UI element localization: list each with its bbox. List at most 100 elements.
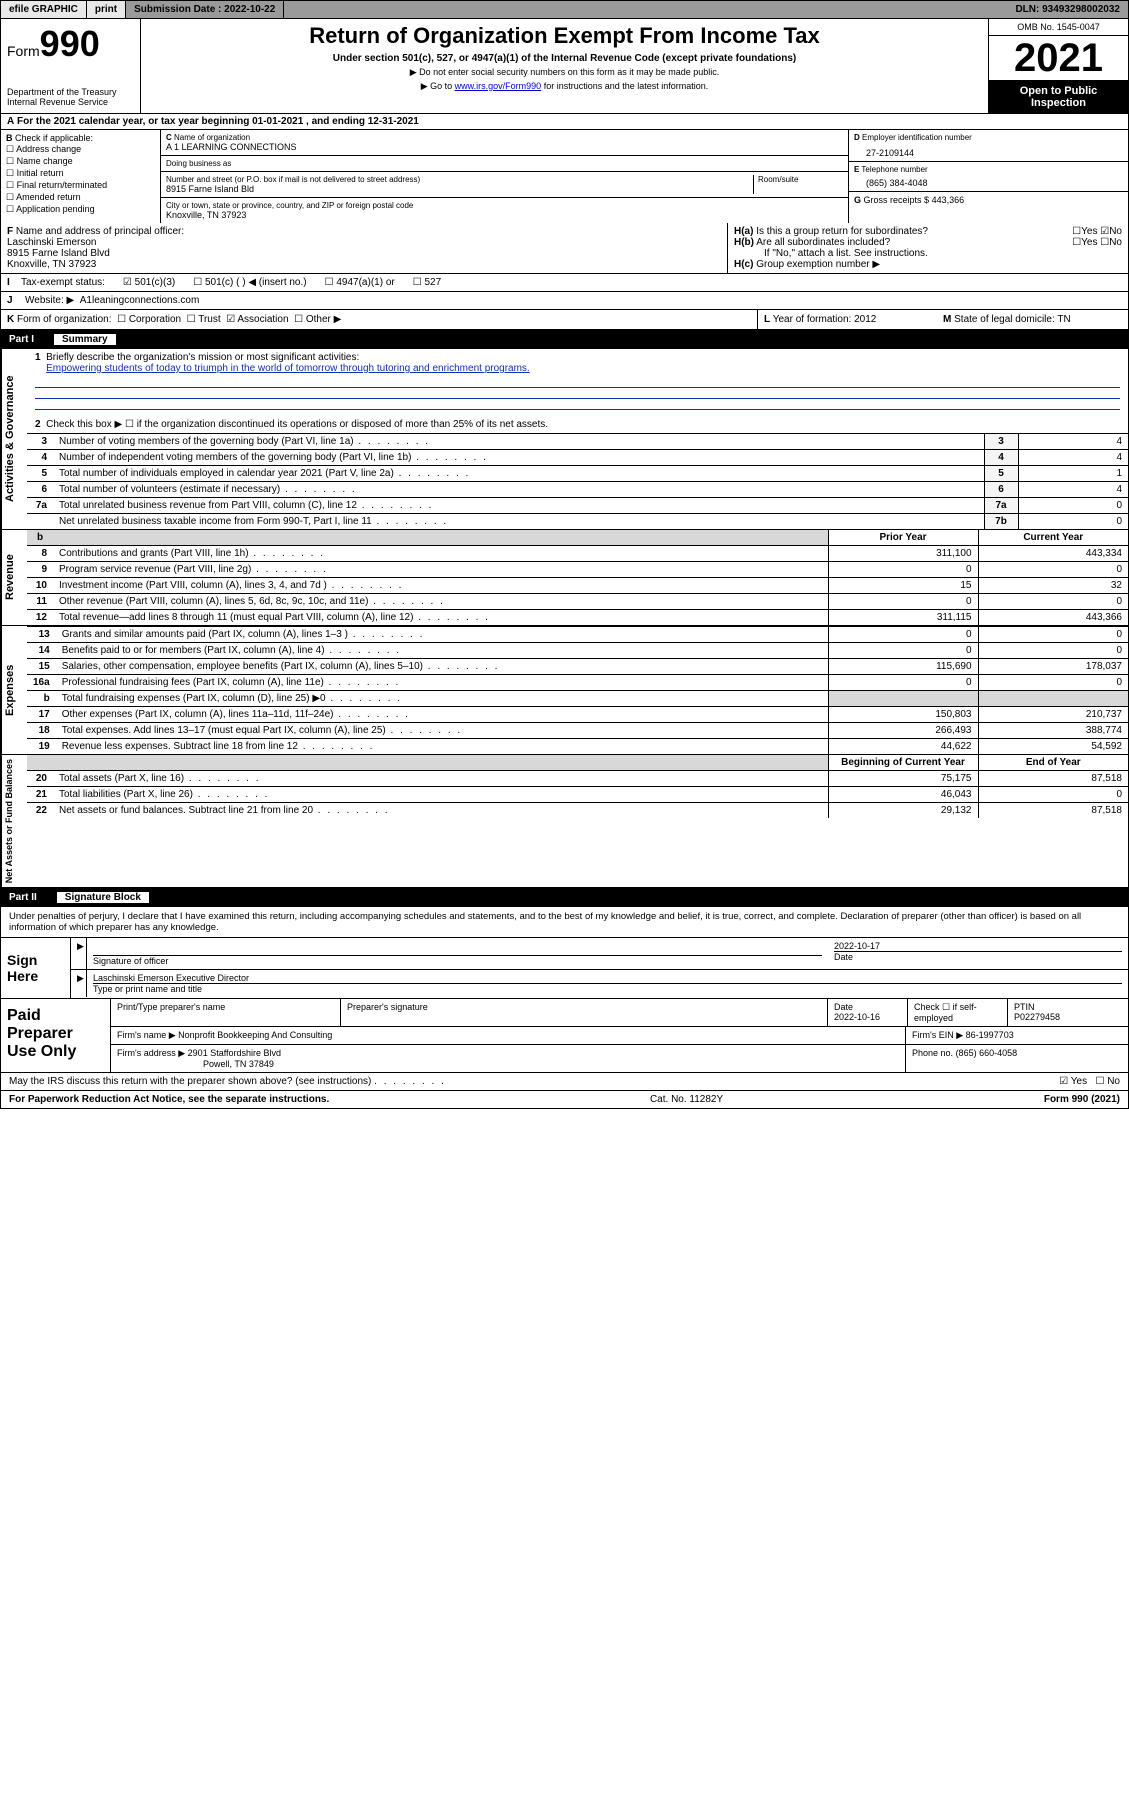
form-no: 990 (40, 23, 100, 64)
check-527[interactable]: ☐ 527 (413, 277, 441, 288)
line-number: 19 (27, 739, 56, 755)
firm-name-cell: Firm's name ▶ Nonprofit Bookkeeping And … (111, 1027, 906, 1044)
line-value: 4 (1018, 482, 1128, 498)
check-name-change[interactable]: Name change (6, 156, 155, 167)
page-footer: For Paperwork Reduction Act Notice, see … (0, 1091, 1129, 1109)
dln: DLN: 93493298002032 (1007, 1, 1128, 18)
k-trust[interactable]: Trust (198, 314, 220, 325)
line-text: Total expenses. Add lines 13–17 (must eq… (56, 723, 828, 739)
current-year-value: 87,518 (978, 803, 1128, 819)
dln-label: DLN: (1015, 4, 1042, 15)
form-subtitle: Under section 501(c), 527, or 4947(a)(1)… (149, 53, 980, 64)
line-text: Other expenses (Part IX, column (A), lin… (56, 707, 828, 723)
blank-line (35, 388, 1120, 399)
line-2-discontinued: 2 Check this box ▶ ☐ if the organization… (27, 416, 1128, 433)
ha-yesno[interactable]: ☐Yes ☑No (1072, 226, 1122, 237)
check-application-pending[interactable]: Application pending (6, 204, 155, 215)
efile-graphic-button[interactable]: efile GRAPHIC (1, 1, 87, 18)
perjury-declaration: Under penalties of perjury, I declare th… (0, 907, 1129, 937)
form-note-link: Go to www.irs.gov/Form990 for instructio… (149, 81, 980, 92)
current-year-value: 0 (978, 643, 1128, 659)
self-employed-check[interactable]: Check ☐ if self-employed (908, 999, 1008, 1026)
room-label: Room/suite (758, 175, 843, 184)
current-year-value: 0 (978, 787, 1128, 803)
current-year-value: 32 (978, 578, 1128, 594)
hc-text: Group exemption number ▶ (756, 259, 880, 270)
prior-year-value: 0 (828, 594, 978, 610)
check-final-return[interactable]: Final return/terminated (6, 180, 155, 191)
prior-year-value: 150,803 (828, 707, 978, 723)
line-number: 21 (27, 787, 53, 803)
footer-right: Form 990 (2021) (1044, 1094, 1120, 1105)
current-year-value: 0 (978, 562, 1128, 578)
expenses-table: 13 Grants and similar amounts paid (Part… (27, 626, 1128, 754)
line-number: 12 (27, 610, 53, 626)
line-number (27, 514, 53, 530)
line-text: Total revenue—add lines 8 through 11 (mu… (53, 610, 828, 626)
officer-label: Name and address of principal officer: (16, 226, 184, 237)
officer-signature-field[interactable]: Signature of officer (87, 938, 828, 969)
revenue-section: Revenue b Prior Year Current Year 8 Cont… (0, 530, 1129, 626)
k-assoc[interactable]: Association (237, 314, 288, 325)
check-4947[interactable]: ☐ 4947(a)(1) or (325, 277, 395, 288)
print-button[interactable]: print (87, 1, 126, 18)
city-label: City or town, state or province, country… (166, 201, 843, 210)
col-de: D Employer identification number 27-2109… (848, 130, 1128, 223)
line-a-tax-year: A For the 2021 calendar year, or tax yea… (0, 114, 1129, 130)
tax-year: 2021 (989, 36, 1128, 81)
current-year-value: 210,737 (978, 707, 1128, 723)
prior-year-value: 115,690 (828, 659, 978, 675)
check-501c[interactable]: ☐ 501(c) ( ) ◀ (insert no.) (193, 277, 306, 288)
col-b-checkboxes: B Check if applicable: Address change Na… (1, 130, 161, 223)
note2-pre: Go to (430, 81, 455, 91)
line-text: Net unrelated business taxable income fr… (53, 514, 984, 530)
dba-cell: Doing business as (161, 156, 848, 172)
line-number: 8 (27, 546, 53, 562)
check-initial-return[interactable]: Initial return (6, 168, 155, 179)
check-501c3[interactable]: ☑ 501(c)(3) (123, 277, 175, 288)
line-value: 0 (1018, 514, 1128, 530)
submission-date: Submission Date : 2022-10-22 (126, 1, 284, 18)
check-address-change[interactable]: Address change (6, 144, 155, 155)
line-number: 22 (27, 803, 53, 819)
line-value: 1 (1018, 466, 1128, 482)
k-corp[interactable]: Corporation (129, 314, 181, 325)
sign-here-block: Sign Here ▶ Signature of officer 2022-10… (0, 937, 1129, 999)
note2-post: for instructions and the latest informat… (544, 81, 709, 91)
form-year-block: OMB No. 1545-0047 2021 Open to Public In… (988, 19, 1128, 113)
website-value: A1leaningconnections.com (80, 295, 200, 306)
officer-name-field: Laschinski Emerson Executive Director Ty… (87, 970, 1128, 997)
irs-link[interactable]: www.irs.gov/Form990 (455, 81, 542, 91)
current-year-value: 388,774 (978, 723, 1128, 739)
check-amended-return[interactable]: Amended return (6, 192, 155, 203)
prior-year-value: 0 (828, 562, 978, 578)
line-value: 4 (1018, 434, 1128, 450)
officer-addr1: 8915 Farne Island Blvd (7, 248, 110, 259)
line-text: Contributions and grants (Part VIII, lin… (53, 546, 828, 562)
officer-addr2: Knoxville, TN 37923 (7, 259, 96, 270)
prior-year-value: 266,493 (828, 723, 978, 739)
dba-label: Doing business as (166, 159, 843, 168)
line-text: Total assets (Part X, line 16) (53, 771, 828, 787)
i-label: Tax-exempt status: (21, 277, 105, 288)
part-i-title: Part I (9, 334, 34, 345)
k-other[interactable]: Other ▶ (306, 314, 341, 325)
line-number: 17 (27, 707, 56, 723)
hb-yesno[interactable]: ☐Yes ☐No (1072, 237, 1122, 248)
line-text: Total number of individuals employed in … (53, 466, 984, 482)
line-text: Number of voting members of the governin… (53, 434, 984, 450)
may-irs-yesno[interactable]: ☑ Yes ☐ No (1059, 1076, 1120, 1087)
line-m-state: M State of legal domicile: TN (943, 314, 1122, 325)
ein-value: 27-2109144 (854, 142, 1123, 158)
line-text: Salaries, other compensation, employee b… (56, 659, 828, 675)
phone-label: Telephone number (861, 165, 927, 174)
net-assets-section: Net Assets or Fund Balances Beginning of… (0, 755, 1129, 888)
line-box: 3 (984, 434, 1018, 450)
col-end-year: End of Year (978, 755, 1128, 771)
line-k-form-of-org: K Form of organization: ☐ Corporation ☐ … (1, 310, 758, 329)
current-year-value: 178,037 (978, 659, 1128, 675)
ein-label: Employer identification number (862, 133, 972, 142)
vlabel-governance: Activities & Governance (1, 349, 27, 529)
current-year-value: 87,518 (978, 771, 1128, 787)
submission-date-label: Submission Date : (134, 4, 224, 15)
